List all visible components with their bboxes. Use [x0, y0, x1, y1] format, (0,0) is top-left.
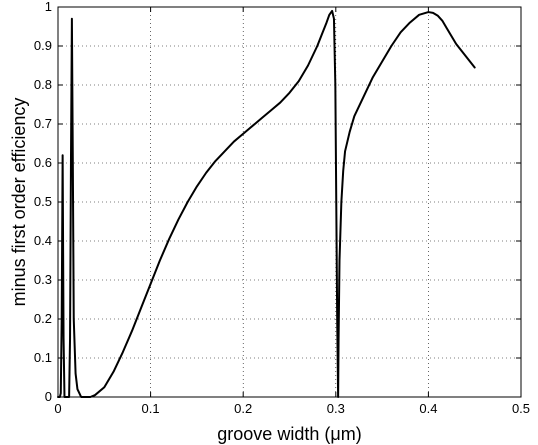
x-tick-label: 0.1: [142, 401, 160, 416]
x-tick-label: 0.3: [327, 401, 345, 416]
x-tick-label: 0.4: [419, 401, 437, 416]
y-tick-label: 0.6: [34, 155, 52, 170]
y-tick-label: 0.8: [34, 77, 52, 92]
y-tick-label: 1: [45, 0, 52, 14]
x-tick-label: 0: [54, 401, 61, 416]
y-tick-label: 0.4: [34, 233, 52, 248]
y-tick-label: 0.1: [34, 350, 52, 365]
series-line-0: [57, 9, 476, 398]
x-tick-label: 0.5: [512, 401, 530, 416]
y-tick-label: 0.2: [34, 311, 52, 326]
x-tick-label: 0.2: [234, 401, 252, 416]
x-axis-label: groove width (μm): [217, 424, 361, 444]
y-tick-label: 0.5: [34, 194, 52, 209]
y-axis-label: minus first order efficiency: [9, 98, 29, 307]
grid: [58, 7, 521, 397]
y-tick-label: 0: [45, 389, 52, 404]
y-tick-label: 0.7: [34, 116, 52, 131]
x-tick-labels: 0 0.1 0.2 0.3 0.4 0.5: [54, 401, 530, 416]
plot-frame: [57, 6, 522, 398]
y-tick-label: 0.9: [34, 38, 52, 53]
y-tick-labels: 0 0.1 0.2 0.3 0.4 0.5 0.6 0.7 0.8 0.9 1: [34, 0, 52, 404]
axis-ticks: [57, 6, 522, 398]
y-tick-label: 0.3: [34, 272, 52, 287]
series-layer: [57, 9, 476, 398]
